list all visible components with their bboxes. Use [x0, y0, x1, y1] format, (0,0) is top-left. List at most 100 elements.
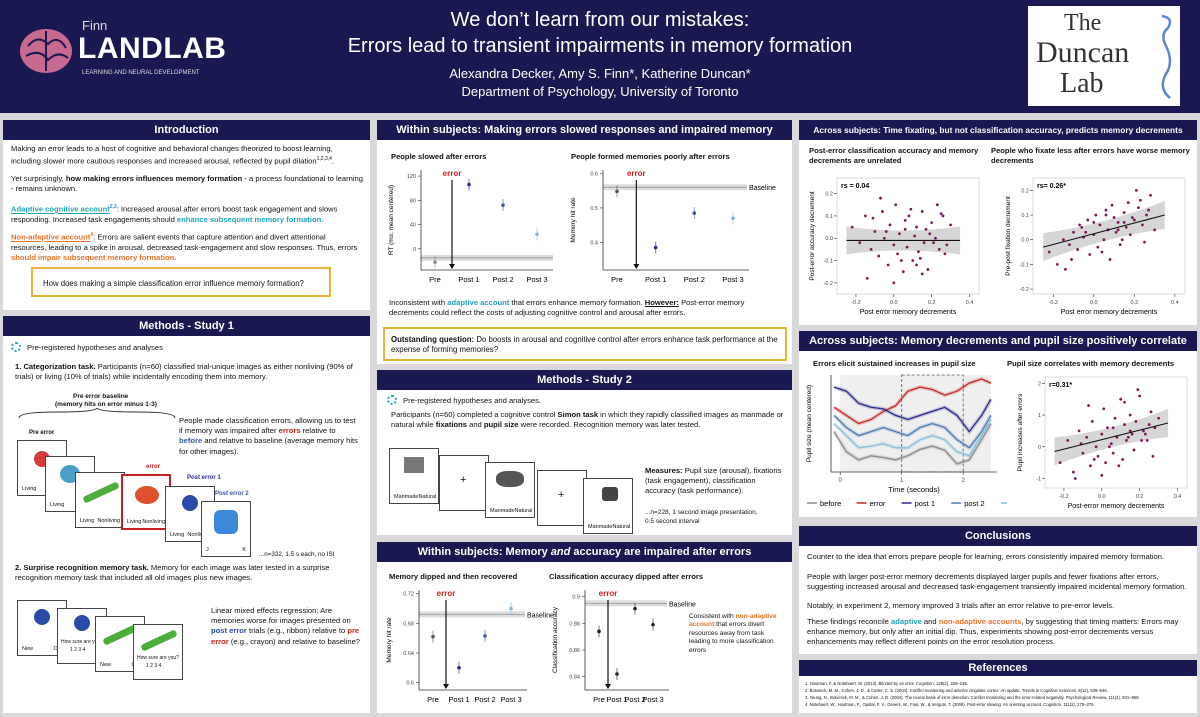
scatter-point	[1096, 454, 1100, 458]
scatter-point	[1058, 461, 1062, 465]
y-tick-label: 0	[413, 247, 416, 253]
lmer-text: Linear mixed effects regression: Are mem…	[211, 606, 361, 647]
scatter-point	[1087, 404, 1090, 407]
y-tick-label: -0.1	[1020, 262, 1029, 268]
scatter-point	[930, 221, 934, 225]
scatter-point	[1072, 230, 1075, 234]
duncanlab-the: The	[1064, 10, 1102, 36]
conclusions-panel: Conclusions Counter to the idea that err…	[799, 526, 1197, 654]
scatter-point	[928, 232, 932, 236]
scatter-point	[1047, 250, 1051, 254]
data-point	[431, 634, 435, 639]
reference-4: 4. Notebaert, W., Houtman, F., Opstal, F…	[805, 702, 1095, 707]
scatter-point	[1111, 451, 1115, 455]
x-tick-label: Pre	[427, 695, 439, 704]
side-d: before	[179, 436, 203, 446]
plot-frame	[836, 177, 980, 295]
scatter-point	[1157, 416, 1160, 420]
scatter-point	[920, 210, 924, 213]
scatter-point	[899, 259, 903, 262]
card-living: Living	[22, 486, 37, 492]
methods1-trials-note: ...n=332, 1.5 s each, no ISI	[259, 551, 335, 558]
lmer-b: post error	[211, 626, 247, 636]
scatter-point	[1072, 470, 1075, 474]
intro-p1-sup: 1,2,3,4	[316, 156, 332, 163]
scatter-point	[1108, 258, 1112, 261]
scatter-point	[892, 281, 896, 285]
scatter-point	[937, 247, 941, 251]
adaptive-text: : Increased arousal after errors boost t…	[11, 204, 338, 224]
y-tick-label: 0.84	[569, 675, 580, 681]
scatter-point	[1123, 423, 1126, 426]
landlab-logo: Finn LANDLAB LEARNING AND NEURAL DEVELOP…	[18, 14, 228, 94]
scatter-point	[850, 225, 854, 229]
x-tick-label: -0.2	[1059, 494, 1068, 500]
card-natural: Natural	[612, 524, 631, 530]
scatter-point	[1130, 432, 1134, 436]
scatter-point	[1104, 461, 1107, 465]
c4-c: and	[921, 617, 939, 626]
y-tick-label: 0.64	[403, 651, 414, 657]
x-axis-label: Post error memory decrements	[1061, 309, 1158, 316]
x-tick-label: Post 3	[722, 275, 743, 284]
error-label: error	[146, 464, 161, 470]
scatter-point	[918, 256, 922, 260]
rec-text: Memory for each image was later tested i…	[15, 563, 330, 583]
scatter-point	[915, 225, 918, 229]
scatter-pupil-chart: -0.2 0.0 0.2 0.4 2 1 0 -1 Post-error memory decr…	[1017, 376, 1188, 510]
scatter2-title: People who fixate less after errors have…	[991, 146, 1190, 166]
x-tick-label: 0.0	[1098, 494, 1106, 500]
x-axis-label: Time (seconds)	[888, 485, 940, 494]
scatter-point	[1138, 394, 1142, 398]
scatter-point	[1128, 413, 1132, 417]
outstanding-a: Outstanding question:	[391, 335, 475, 344]
y-tick-label: 0.9	[572, 595, 580, 601]
measures-text: Measures: Pupil size (arousal), fixation…	[645, 466, 787, 497]
card-nonliving: Nonliving	[97, 518, 120, 524]
scatter-point	[924, 227, 928, 231]
series-line	[833, 414, 992, 449]
scatter-point	[903, 218, 907, 222]
scatter-point	[1124, 225, 1128, 229]
data-point	[433, 260, 437, 264]
scatter-point	[1116, 221, 1120, 224]
concl-e: Post-error memory decrements could refle…	[389, 298, 745, 318]
y-axis-label: Pupil size (mean centered)	[806, 385, 813, 462]
within-subjects-1-panel: Within subjects: Making errors slowed re…	[377, 120, 792, 364]
x-tick-label: Pre	[593, 695, 605, 704]
error-arrowhead	[443, 684, 449, 689]
pre-error-label: Pre error	[29, 430, 55, 436]
x-tick-label: Post 3	[500, 695, 521, 704]
side-b: errors	[278, 426, 301, 436]
legend-label: post 2	[964, 499, 984, 508]
cat-label: 1. Categorization task.	[15, 362, 96, 371]
error-arrowhead	[633, 264, 640, 269]
x-tick-label: 1	[900, 478, 904, 484]
scatter-point	[1104, 213, 1108, 217]
references-panel: References 1. Houtman, F. & Notebaert, W…	[799, 660, 1197, 713]
scatter-point	[1142, 429, 1145, 433]
x-tick-label: 0.2	[928, 300, 936, 306]
c4-a: These findings reconcile	[807, 617, 891, 626]
scatter-point	[886, 263, 890, 267]
duncanlab-duncan: Duncan	[1036, 36, 1130, 69]
scatter-point	[1134, 188, 1138, 192]
baseline-label: Baseline	[669, 601, 696, 608]
outstanding-question-box: Outstanding question: Do boosts in arous…	[383, 327, 787, 361]
stim-card-error: Living Nonliving	[121, 474, 171, 530]
y-tick-label: 0.1	[1021, 213, 1029, 219]
scatter-point	[1102, 238, 1106, 242]
data-point	[501, 203, 505, 207]
lmer-d: pre error	[211, 626, 360, 646]
scatter-point	[1136, 206, 1140, 210]
scatter-point	[1149, 410, 1153, 414]
w2-note-c: that errors divert resources away from t…	[689, 621, 774, 654]
scatter-point	[898, 232, 901, 236]
m2-a: Participants (n=60) completed a cognitiv…	[391, 410, 558, 419]
scatter-point	[1096, 245, 1100, 249]
scatter-point	[1068, 243, 1071, 247]
basket-image	[404, 457, 424, 473]
x-tick-label: Pre	[611, 275, 623, 284]
series-line	[833, 386, 992, 433]
across2-title: Across subjects: Memory decrements and p…	[799, 331, 1197, 351]
